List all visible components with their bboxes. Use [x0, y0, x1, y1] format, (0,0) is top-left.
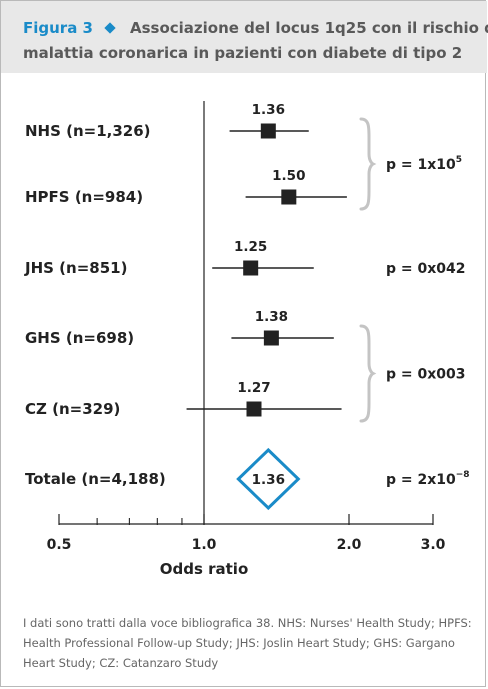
- pooled-diamond: [236, 447, 301, 511]
- forest-plot: 0.5 1.0 2.0 3.0 Odds ratio NHS (n=1,326) 1.36 H…: [24, 101, 470, 578]
- or-value-label-4: 1.27: [237, 380, 270, 396]
- p-value-2: p = 0x003: [386, 367, 466, 383]
- or-value-label-3: 1.38: [255, 309, 288, 325]
- study-label-4: CZ (n=329): [25, 400, 120, 418]
- or-marker-1: [281, 189, 297, 205]
- pooled-value-label: 1.36: [252, 472, 285, 488]
- group-brace-0: [359, 117, 377, 211]
- diamond-bullet-icon: [104, 21, 116, 34]
- figure-caption: I dati sono tratti dalla voce bibliograf…: [23, 616, 472, 670]
- group-brace-2: [359, 324, 377, 423]
- figure-label: Figura 3: [23, 19, 93, 37]
- or-value-label-0: 1.36: [252, 102, 285, 118]
- study-label-1: HPFS (n=984): [25, 188, 143, 206]
- p-value-exponent-0: 5: [456, 155, 462, 165]
- or-marker-4: [246, 401, 262, 417]
- p-value-exponent-3: −8: [456, 470, 470, 480]
- or-value-label-1: 1.50: [272, 168, 305, 184]
- study-label-3: GHS (n=698): [25, 329, 134, 347]
- x-tick-label-0: 0.5: [47, 537, 72, 553]
- figure-title-text: Associazione del locus 1q25 con il risch…: [129, 19, 488, 37]
- or-marker-0: [260, 123, 276, 139]
- figure-title-line-1: Figura 3 Associazione del locus 1q25 con …: [23, 19, 488, 37]
- x-tick-label-2: 2.0: [337, 537, 362, 553]
- or-marker-3: [263, 330, 279, 346]
- x-tick-label-1: 1.0: [192, 537, 217, 553]
- study-label-0: NHS (n=1,326): [25, 122, 151, 140]
- or-marker-2: [243, 260, 259, 276]
- or-value-label-2: 1.25: [234, 239, 267, 255]
- x-tick-label-3: 3.0: [421, 537, 446, 553]
- x-axis-title: Odds ratio: [160, 560, 249, 578]
- pooled-label: Totale (n=4,188): [25, 470, 166, 488]
- p-value-0: p = 1x105: [386, 155, 462, 173]
- figure-header: Figura 3 Associazione del locus 1q25 con …: [1, 1, 488, 73]
- study-label-2: JHS (n=851): [24, 259, 127, 277]
- p-value-3: p = 2x10−8: [386, 470, 470, 488]
- p-value-1: p = 0x042: [386, 261, 466, 277]
- figure-title-line-2: malattia coronarica in pazienti con diab…: [23, 44, 463, 62]
